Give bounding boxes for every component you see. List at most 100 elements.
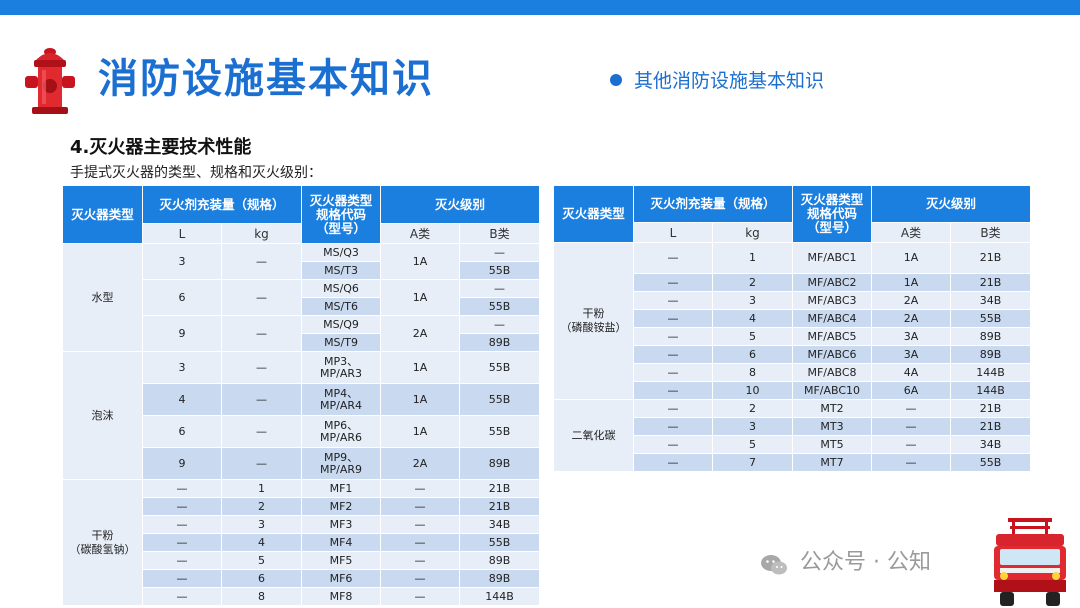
cell-kg: 8 [713, 364, 793, 381]
type-powder-ammonium: 干粉 （磷酸铵盐） [554, 243, 633, 399]
cell-kg: — [222, 244, 302, 279]
cell-kg: 5 [713, 436, 793, 453]
cell-kg: 6 [713, 346, 793, 363]
page-title: 消防设施基本知识 [98, 56, 434, 102]
cell-code: MF/ABC4 [793, 310, 872, 327]
cell-kg: 8 [222, 588, 302, 605]
table-row: — 8 MF/ABC8 4A 144B [554, 364, 1031, 381]
cell-kg: 4 [222, 534, 302, 551]
header-type: 灭火器类型 [63, 186, 142, 243]
cell-code: MF1 [302, 480, 381, 497]
cell-kg: — [222, 316, 302, 351]
table-row: — 3 MF/ABC3 2A 34B [554, 292, 1031, 309]
cell-l: — [143, 516, 221, 533]
cell-code: MP6、 MP/AR6 [302, 416, 381, 447]
cell-l: — [634, 436, 712, 453]
cell-l: — [143, 588, 221, 605]
header-a: A类 [872, 223, 951, 242]
cell-l: — [634, 400, 712, 417]
cell-b: 34B [951, 436, 1031, 453]
table-row: 9 — MP9、 MP/AR9 2A 89B [63, 448, 540, 479]
cell-l: — [634, 382, 712, 399]
table-row: — 5 MF5 — 89B [63, 552, 540, 569]
cell-a: 2A [381, 316, 460, 351]
table-row: — 2 MF2 — 21B [63, 498, 540, 515]
cell-a: 1A [872, 243, 951, 273]
cell-b: 144B [951, 364, 1031, 381]
cell-kg: 2 [222, 498, 302, 515]
cell-a: — [381, 588, 460, 605]
table-row: — 5 MT5 — 34B [554, 436, 1031, 453]
cell-code: MP4、 MP/AR4 [302, 384, 381, 415]
code-line1: MP9、 [323, 450, 359, 464]
cell-a: 4A [872, 364, 951, 381]
cell-b: 144B [460, 588, 540, 605]
cell-code: MF6 [302, 570, 381, 587]
cell-b: 89B [951, 328, 1031, 345]
cell-a: 3A [872, 346, 951, 363]
cell-l: 9 [143, 448, 221, 479]
table-row: — 5 MF/ABC5 3A 89B [554, 328, 1031, 345]
section-subtitle: 其他消防设施基本知识 [634, 70, 825, 92]
cell-a: — [872, 400, 951, 417]
table-row: — 6 MF/ABC6 3A 89B [554, 346, 1031, 363]
cell-l: — [143, 552, 221, 569]
table-row: MS/T9 89B [63, 334, 540, 351]
cell-l: — [143, 534, 221, 551]
cell-a: 1A [381, 244, 460, 279]
cell-b: 21B [951, 274, 1031, 291]
fire-hydrant-icon [25, 48, 75, 114]
cell-code: MT2 [793, 400, 872, 417]
cell-a: — [872, 418, 951, 435]
table-row: 6 — MP6、 MP/AR6 1A 55B [63, 416, 540, 447]
cell-b: 55B [460, 262, 540, 279]
cell-code: MF/ABC3 [793, 292, 872, 309]
table-row: 水型 3 — MS/Q3 1A — [63, 244, 540, 351]
cell-l: 4 [143, 384, 221, 415]
cell-code: MF/ABC2 [793, 274, 872, 291]
cell-a: — [381, 480, 460, 497]
cell-kg: — [222, 352, 302, 383]
cell-a: — [381, 498, 460, 515]
type-line1: 干粉 [91, 528, 114, 542]
table-row: — 10 MF/ABC10 6A 144B [554, 382, 1031, 399]
header-code: 灭火器类型 规格代码 （型号） [793, 186, 872, 242]
left-extinguisher-table: 灭火器类型 灭火剂充装量（规格） 灭火器类型 规格代码 （型号） 灭火级别 L … [62, 185, 541, 606]
cell-b: — [460, 280, 540, 297]
section-description: 手提式灭火器的类型、规格和灭火级别： [70, 165, 322, 181]
cell-a: 1A [872, 274, 951, 291]
cell-a: — [381, 534, 460, 551]
cell-code: MT3 [793, 418, 872, 435]
code-line2: MP/AR4 [320, 398, 363, 412]
cell-l: — [143, 480, 221, 497]
cell-kg: 1 [222, 480, 302, 497]
bullet-dot [610, 74, 622, 86]
header-b: B类 [460, 224, 540, 243]
cell-l: 9 [143, 316, 221, 351]
cell-b: 21B [951, 418, 1031, 435]
table-row: — 4 MF/ABC4 2A 55B [554, 310, 1031, 327]
cell-kg: — [222, 416, 302, 447]
cell-kg: 4 [713, 310, 793, 327]
cell-kg: 5 [713, 328, 793, 345]
cell-b: 55B [951, 310, 1031, 327]
type-line2: （磷酸铵盐） [560, 321, 627, 334]
type-line2: （碳酸氢钠） [69, 542, 136, 556]
cell-b: 34B [951, 292, 1031, 309]
cell-l: 3 [143, 244, 221, 279]
cell-b: 34B [460, 516, 540, 533]
fire-truck-icon [994, 518, 1066, 606]
wechat-icon [761, 555, 787, 575]
cell-a: 2A [381, 448, 460, 479]
cell-code: MF5 [302, 552, 381, 569]
cell-b: 55B [460, 416, 540, 447]
header-type: 灭火器类型 [554, 186, 633, 242]
table-row: — 3 MT3 — 21B [554, 418, 1031, 435]
header-code-line1: 灭火器类型 [309, 192, 373, 208]
cell-code: MS/T3 [302, 262, 381, 279]
cell-a: 2A [872, 310, 951, 327]
table-row: 干粉 （碳酸氢钠） — 1 MF1 — 21B [63, 480, 540, 605]
cell-b: — [460, 316, 540, 333]
cell-l: — [634, 364, 712, 381]
cell-l: 6 [143, 416, 221, 447]
